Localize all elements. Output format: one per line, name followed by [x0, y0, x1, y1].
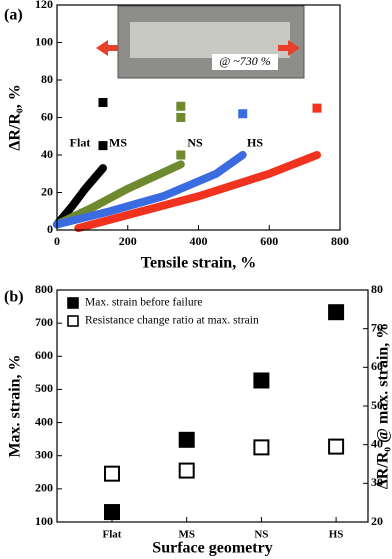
data-point — [253, 439, 270, 456]
failure-point — [176, 101, 186, 111]
plot-a: 0 200 400 600 800 0 20 40 60 80 100 120 Flat MS NS HS Te… — [7, 0, 349, 272]
y2-tick-label: 60 — [371, 359, 383, 373]
y-tick-label: 80 — [41, 72, 53, 86]
data-point — [178, 431, 195, 448]
legend-marker — [67, 315, 79, 327]
x-tick-label: 200 — [119, 234, 137, 248]
x-tick-label: 800 — [331, 234, 349, 248]
inset-photo: @ ~730 % — [96, 5, 305, 79]
panel-label: (a) — [4, 7, 23, 24]
data-point — [328, 304, 345, 321]
y2-tick-label: 80 — [371, 282, 383, 296]
failure-point — [312, 103, 322, 113]
arrow-right — [278, 40, 300, 56]
y-axis-label: Max. strain, % — [7, 354, 24, 457]
failure-point — [176, 113, 186, 122]
y-tick-label: 100 — [35, 514, 53, 528]
y-tick-label: 700 — [35, 315, 53, 329]
plot-frame — [56, 4, 341, 231]
y2-tick-label: 20 — [371, 514, 383, 528]
y-tick-label: 500 — [35, 381, 53, 395]
y-tick-label: 20 — [41, 184, 53, 198]
x-tick-label: 400 — [190, 234, 208, 248]
y-tick-label: 120 — [35, 0, 53, 11]
x-tick-label: Flat — [103, 529, 122, 541]
y2-tick-label: 30 — [371, 475, 383, 489]
data-point — [178, 462, 195, 479]
x-tick-label: MS — [178, 529, 195, 541]
inset-label: @ ~730 % — [219, 54, 271, 68]
failure-point — [238, 109, 248, 119]
failure-point — [98, 141, 108, 151]
y-tick-label: 200 — [35, 481, 53, 495]
y-tick-label: 0 — [47, 222, 53, 236]
data-line — [53, 164, 107, 229]
x-axis-label: Surface geometry — [152, 540, 272, 557]
plot-b: 100 200 300 400 500 600 700 800 20 30 40 50 60 70 80 Fl… — [7, 282, 392, 557]
data-point — [328, 438, 345, 455]
legend-marker — [67, 297, 79, 309]
x-tick-label: 0 — [54, 234, 60, 248]
x-tick-label: NS — [254, 529, 268, 541]
y-tick-label: 600 — [35, 348, 53, 362]
y2-axis-label: ΔR/R₀ @ max. strain, % — [375, 323, 392, 490]
x-tick-label: 600 — [260, 234, 278, 248]
data-point — [253, 372, 270, 389]
y-tick-label: 400 — [35, 414, 53, 428]
inset-sample — [130, 22, 290, 58]
series-label: HS — [247, 135, 263, 149]
series-label: MS — [109, 135, 127, 149]
data-line — [53, 151, 247, 229]
series-label: NS — [187, 135, 203, 149]
failure-point — [98, 98, 108, 107]
arrow-left — [96, 40, 118, 56]
y2-tick-label: 40 — [371, 436, 383, 450]
y-tick-label: 40 — [41, 147, 53, 161]
panel-label: (b) — [4, 289, 24, 306]
data-line — [74, 151, 322, 233]
failure-point — [176, 150, 186, 160]
y-axis-label: ΔR/R₀, % — [7, 84, 24, 150]
legend-label: Max. strain before failure — [85, 297, 203, 309]
data-point — [104, 465, 120, 482]
y2-tick-label: 70 — [371, 320, 383, 334]
y-tick-label: 60 — [41, 109, 53, 123]
y-tick-label: 300 — [35, 447, 53, 461]
y-tick-label: 800 — [35, 282, 53, 296]
inset-label-box — [212, 54, 278, 70]
y2-tick-label: 50 — [371, 398, 383, 412]
data-point — [104, 504, 120, 521]
plot-frame — [56, 289, 369, 523]
legend-label: Resistance change ratio at max. strain — [85, 315, 259, 327]
x-tick-label: HS — [329, 529, 344, 541]
x-axis-label: Tensile strain, % — [141, 255, 256, 272]
series-label: Flat — [70, 135, 91, 149]
y-tick-label: 100 — [35, 34, 53, 48]
